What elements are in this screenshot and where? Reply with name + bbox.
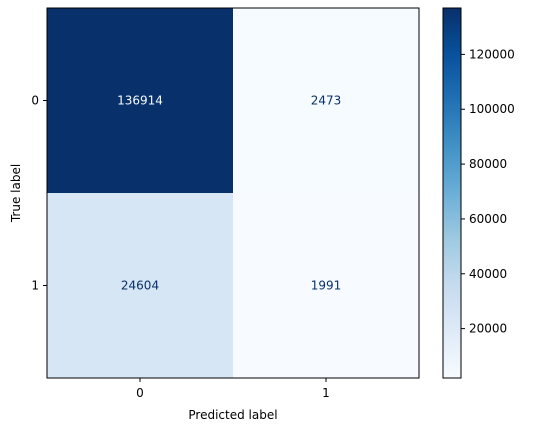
- cell-value-label: 2473: [311, 94, 342, 108]
- colorbar-tick-label: 40000: [469, 267, 507, 281]
- heatmap-cell: [233, 8, 420, 194]
- colorbar: [442, 7, 462, 379]
- cell-value-label: 1991: [311, 279, 342, 293]
- colorbar-ticks: 20000 40000 60000 80000 100000 120000: [461, 47, 515, 336]
- colorbar-tick-label: 120000: [469, 47, 515, 61]
- y-tick-label: 0: [31, 94, 39, 108]
- x-tick-label: 0: [136, 386, 144, 400]
- heatmap-cell: [233, 193, 420, 379]
- y-axis-label: True label: [9, 164, 23, 223]
- heatmap-cells: [47, 8, 420, 379]
- heatmap-cell: [47, 193, 234, 379]
- colorbar-tick-label: 20000: [469, 322, 507, 336]
- x-tick-label: 1: [322, 386, 330, 400]
- colorbar-tick-label: 100000: [469, 102, 515, 116]
- heatmap-cell: [47, 8, 234, 194]
- x-axis-label: Predicted label: [188, 408, 277, 422]
- plot-frame: [46, 7, 420, 379]
- cell-value-label: 136914: [117, 94, 163, 108]
- colorbar-tick-label: 80000: [469, 157, 507, 171]
- y-axis-ticks: 01: [31, 94, 47, 293]
- colorbar-tick-label: 60000: [469, 212, 507, 226]
- y-tick-label: 1: [31, 279, 39, 293]
- cell-value-label: 24604: [121, 279, 159, 293]
- heatmap-cell-labels: 136914 2473 24604 1991: [117, 94, 341, 293]
